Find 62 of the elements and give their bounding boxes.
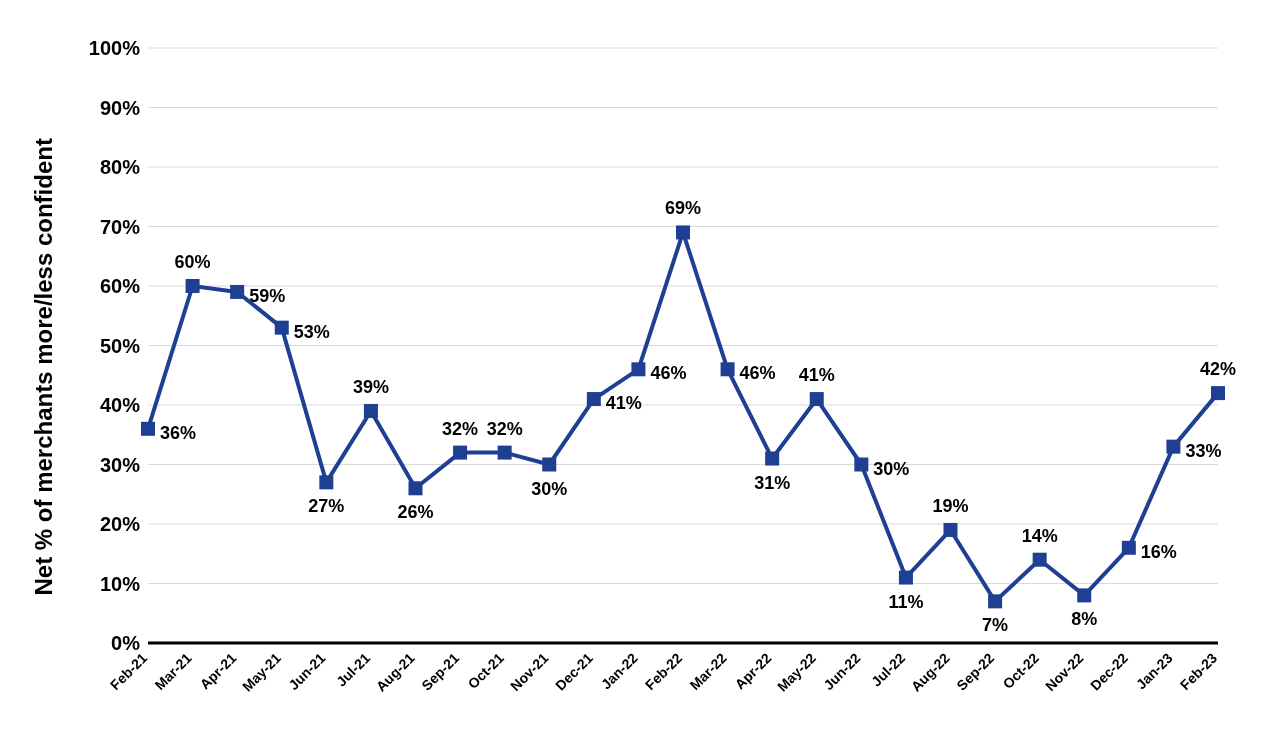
- y-tick-label: 80%: [99, 156, 141, 179]
- data-label: 7%: [982, 615, 1009, 636]
- data-label: 36%: [160, 422, 197, 443]
- data-label: 42%: [1199, 359, 1237, 380]
- point: [274, 320, 289, 335]
- y-tick-label: 50%: [99, 334, 141, 357]
- data-label: 11%: [888, 591, 924, 612]
- y-tick-label: 70%: [99, 215, 141, 238]
- data-label: 8%: [1071, 609, 1098, 630]
- data-label: 59%: [249, 285, 286, 306]
- data-label: 26%: [397, 502, 434, 523]
- data-label: 30%: [531, 478, 568, 499]
- point: [898, 570, 913, 585]
- point: [586, 392, 601, 407]
- point: [720, 362, 735, 377]
- data-label: 31%: [754, 472, 791, 493]
- data-label: 69%: [664, 198, 702, 219]
- data-label: 33%: [1185, 440, 1222, 461]
- point: [1121, 540, 1136, 555]
- data-label: 32%: [442, 418, 479, 439]
- point: [497, 445, 512, 460]
- y-tick-label: 40%: [99, 394, 141, 417]
- data-label: 46%: [650, 363, 687, 384]
- point: [943, 522, 958, 537]
- y-tick-label: 0%: [111, 632, 141, 655]
- point: [453, 445, 468, 460]
- data-label: 19%: [932, 495, 969, 516]
- point: [1166, 439, 1181, 454]
- point: [230, 284, 245, 299]
- point: [363, 403, 378, 418]
- point: [319, 475, 334, 490]
- data-label: 14%: [1021, 525, 1058, 546]
- y-tick-label: 20%: [99, 513, 141, 536]
- data-label: 39%: [352, 376, 389, 397]
- data-label: 41%: [605, 393, 642, 414]
- data-label: 60%: [174, 252, 211, 272]
- point: [141, 421, 155, 436]
- data-label: 53%: [293, 321, 330, 342]
- y-tick-label: 60%: [99, 275, 141, 298]
- data-label: 30%: [873, 458, 910, 479]
- point: [1032, 552, 1047, 567]
- point: [809, 392, 824, 407]
- data-label: 46%: [739, 363, 776, 384]
- point: [765, 451, 780, 466]
- data-label: 16%: [1140, 541, 1177, 562]
- y-axis-title: Net % of merchants more/less confident: [29, 138, 57, 596]
- y-tick-label: 10%: [99, 572, 141, 595]
- y-tick-label: 90%: [99, 96, 141, 119]
- point: [988, 594, 1003, 609]
- point: [854, 457, 869, 472]
- y-tick-label: 30%: [99, 453, 141, 476]
- y-tick-label: 100%: [88, 37, 141, 60]
- point: [408, 481, 423, 496]
- data-label: 27%: [308, 496, 345, 517]
- point: [185, 279, 200, 293]
- point: [1211, 386, 1225, 401]
- data-label: 32%: [486, 418, 523, 439]
- point: [631, 362, 646, 377]
- point: [542, 457, 557, 472]
- point: [1077, 588, 1092, 603]
- data-label: 41%: [798, 365, 835, 386]
- point: [676, 225, 690, 240]
